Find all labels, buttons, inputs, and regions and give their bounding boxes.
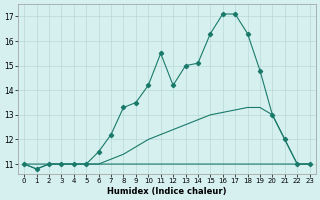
X-axis label: Humidex (Indice chaleur): Humidex (Indice chaleur) <box>107 187 227 196</box>
